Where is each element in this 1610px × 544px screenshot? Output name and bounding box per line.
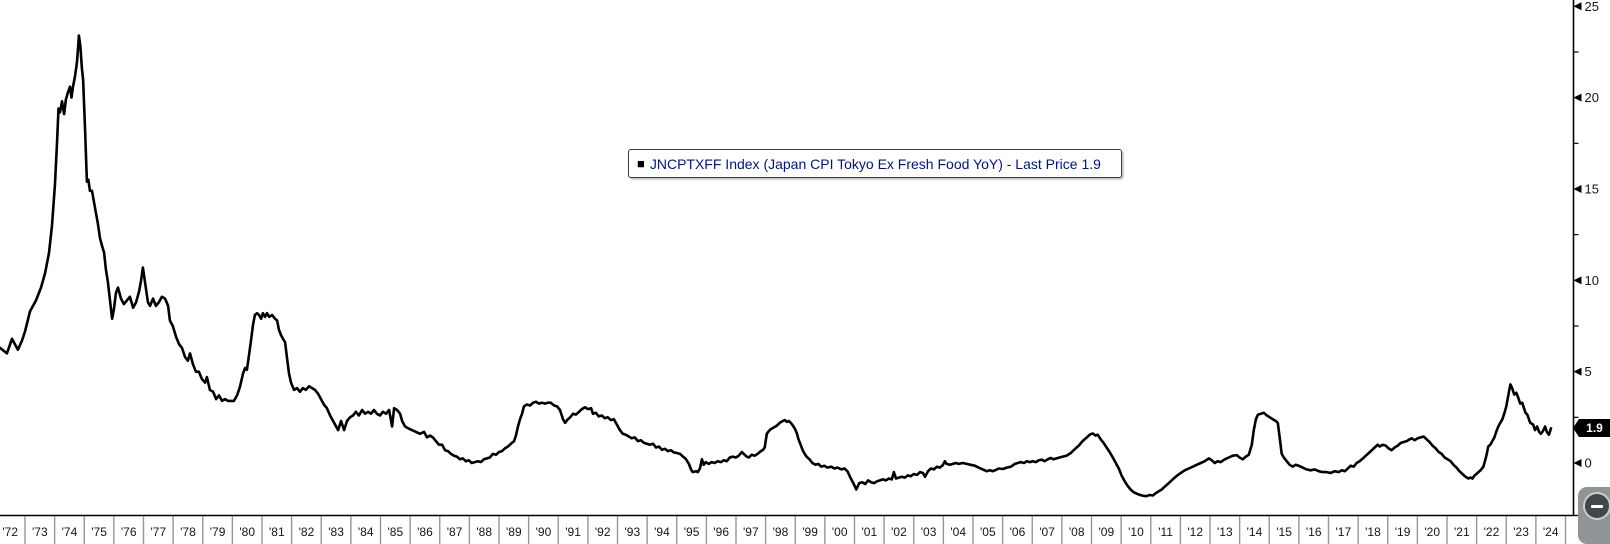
last-price-badge: 1.9 (1573, 419, 1610, 437)
minus-circle-icon (1583, 492, 1610, 520)
x-axis-label: '91 (565, 525, 581, 539)
x-axis-label: '97 (743, 525, 759, 539)
x-axis-label: '23 (1513, 525, 1529, 539)
x-axis-label: '76 (121, 525, 137, 539)
x-axis-label: '01 (861, 525, 877, 539)
x-axis-label: '21 (1454, 525, 1470, 539)
x-axis-label: '98 (773, 525, 789, 539)
legend-box[interactable]: ■ JNCPTXFF Index (Japan CPI Tokyo Ex Fre… (628, 149, 1122, 178)
x-axis-label: '04 (950, 525, 966, 539)
x-axis-label: '84 (358, 525, 374, 539)
x-axis-label: '22 (1484, 525, 1500, 539)
x-axis-label: '09 (1098, 525, 1114, 539)
x-axis-label: '86 (417, 525, 433, 539)
y-axis-label: 5 (1585, 364, 1592, 379)
y-axis-label: 0 (1585, 456, 1592, 471)
y-axis-label: 20 (1585, 90, 1599, 105)
x-axis-label: '18 (1365, 525, 1381, 539)
x-axis-label: '05 (980, 525, 996, 539)
x-axis-label: '79 (210, 525, 226, 539)
x-axis-label: '14 (1247, 525, 1263, 539)
x-axis-label: '02 (891, 525, 907, 539)
x-axis-label: '19 (1395, 525, 1411, 539)
x-axis-label: '88 (476, 525, 492, 539)
y-tick-arrow-icon (1573, 367, 1582, 376)
x-axis-label: '20 (1424, 525, 1440, 539)
x-axis-label: '81 (269, 525, 285, 539)
price-line[interactable] (0, 34, 1553, 498)
x-axis-label: '78 (180, 525, 196, 539)
x-axis-label: '87 (447, 525, 463, 539)
x-axis-label: '17 (1335, 525, 1351, 539)
x-axis-label: '08 (1069, 525, 1085, 539)
y-tick-arrow-icon (1573, 93, 1582, 102)
x-axis-label: '75 (91, 525, 107, 539)
x-axis-label: '16 (1306, 525, 1322, 539)
x-axis-label: '92 (595, 525, 611, 539)
legend-label: JNCPTXFF Index (Japan CPI Tokyo Ex Fresh… (649, 155, 1101, 172)
x-axis-label: '13 (1217, 525, 1233, 539)
y-tick-arrow-icon (1573, 184, 1582, 193)
series-swatch-icon: ■ (637, 156, 645, 171)
x-axis-label: '12 (1187, 525, 1203, 539)
x-axis-label: '06 (1010, 525, 1026, 539)
x-axis-label: '96 (713, 525, 729, 539)
y-tick-arrow-icon (1573, 2, 1582, 11)
x-axis-label: '11 (1158, 525, 1173, 539)
x-axis-label: '94 (654, 525, 670, 539)
x-axis-label: '90 (536, 525, 552, 539)
zoom-out-button[interactable] (1578, 487, 1610, 544)
y-tick-arrow-icon (1573, 276, 1582, 285)
x-axis-label: '00 (832, 525, 848, 539)
y-axis-label: 25 (1585, 0, 1599, 14)
x-axis-label: '89 (506, 525, 522, 539)
x-axis-label: '77 (150, 525, 166, 539)
x-axis-label: '99 (802, 525, 818, 539)
x-axis-label: '15 (1276, 525, 1292, 539)
x-axis-label: '24 (1543, 525, 1559, 539)
x-axis-label: '93 (624, 525, 640, 539)
y-tick-arrow-icon (1573, 459, 1582, 467)
x-axis-label: '82 (299, 525, 315, 539)
x-axis-label: '10 (1128, 525, 1144, 539)
x-axis-label: '07 (1039, 525, 1055, 539)
x-axis-label: '85 (387, 525, 403, 539)
x-axis-label: '95 (684, 525, 700, 539)
x-axis-label: '73 (32, 525, 48, 539)
x-axis-label: '03 (921, 525, 937, 539)
y-axis-label: 10 (1585, 273, 1599, 288)
x-axis-label: '74 (62, 525, 78, 539)
y-axis-label: 15 (1585, 181, 1599, 196)
last-price-value: 1.9 (1586, 421, 1603, 435)
x-axis-label: '72 (2, 525, 18, 539)
x-axis-label: '80 (239, 525, 255, 539)
x-axis-label: '83 (328, 525, 344, 539)
